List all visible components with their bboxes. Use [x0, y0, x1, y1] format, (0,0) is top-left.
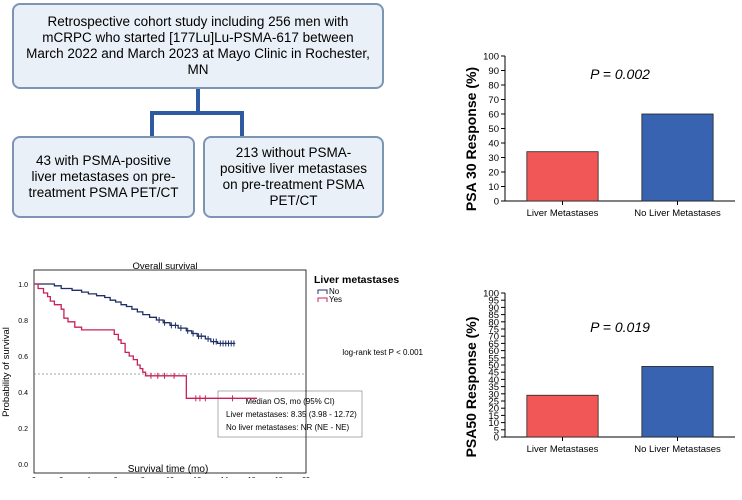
- psa30-y-tick-label: 60: [488, 110, 499, 121]
- psa30-y-tick-label: 20: [488, 168, 499, 179]
- km-x-tick-label: 10: [166, 477, 174, 478]
- psa50-y-tick-label: 0: [494, 433, 499, 444]
- psa50-bar-liver: [526, 394, 599, 438]
- psa30-p-value: P = 0.002: [590, 66, 650, 82]
- connector-stem: [196, 89, 200, 113]
- km-legend-label-yes: Yes: [329, 295, 342, 304]
- psa30-category-label: Liver Metastases: [527, 208, 599, 219]
- psa50-y-tick-label: 85: [488, 310, 499, 321]
- psa50-y-tick-label: 90: [488, 303, 499, 314]
- cohort-summary-text: Retrospective cohort study including 256…: [26, 14, 370, 77]
- km-x-tick-label: 12: [193, 477, 201, 478]
- psa50-y-tick-label: 10: [488, 418, 499, 429]
- psa50-y-tick-label: 60: [488, 346, 499, 357]
- psa50-y-tick-label: 40: [488, 375, 499, 386]
- no-liver-mets-group-box: 213 without PSMA-positive liver metastas…: [203, 136, 384, 218]
- km-x-tick-label: 0: [32, 477, 36, 478]
- km-x-axis-label: Survival time (mo): [128, 464, 209, 475]
- km-legend-title: Liver metastases: [314, 274, 399, 286]
- psa50-p-value: P = 0.019: [590, 319, 650, 335]
- km-x-tick-label: 16: [248, 477, 256, 478]
- km-legend-swatch-yes: [317, 297, 328, 302]
- psa50-y-tick-label: 80: [488, 317, 499, 328]
- psa30-y-tick-label: 10: [488, 182, 499, 193]
- psa30-y-tick-label: 40: [488, 139, 499, 150]
- psa50-y-tick-label: 65: [488, 339, 499, 350]
- psa50-bar-no-liver: [641, 366, 714, 438]
- psa50-y-tick-label: 5: [494, 425, 499, 436]
- km-curve-yes: [34, 283, 258, 399]
- km-x-tick-label: 8: [141, 477, 145, 478]
- psa30-bar-liver: [526, 151, 599, 202]
- psa50-y-tick-label: 95: [488, 296, 499, 307]
- km-x-tick-label: 14: [221, 477, 229, 478]
- km-y-axis-label: Probability of survival: [1, 327, 12, 417]
- km-plot-frame: [33, 269, 307, 474]
- psa30-y-axis-label: PSA 30 Response (%): [463, 67, 479, 211]
- psa50-bar-chart: PSA50 Response (%) 051015202530354045505…: [463, 289, 735, 458]
- psa50-y-tick-label: 55: [488, 353, 499, 364]
- liver-mets-group-text: 43 with PSMA-positive liver metastases o…: [28, 153, 179, 200]
- psa50-y-tick-label: 25: [488, 397, 499, 408]
- liver-mets-group-box: 43 with PSMA-positive liver metastases o…: [12, 136, 195, 218]
- connector-bar: [150, 111, 244, 115]
- psa30-category-label: No Liver Metastases: [634, 208, 721, 219]
- cohort-summary-box: Retrospective cohort study including 256…: [12, 3, 384, 89]
- km-logrank-label: log-rank test P < 0.001: [342, 348, 423, 357]
- km-y-tick-label: 0.2: [18, 426, 28, 433]
- psa30-y-tick-label: 0: [494, 197, 499, 208]
- psa50-y-tick-label: 20: [488, 404, 499, 415]
- psa30-y-tick-label: 80: [488, 81, 499, 92]
- km-y-tick-label: 0.8: [18, 318, 28, 325]
- psa50-y-tick-label: 35: [488, 382, 499, 393]
- km-y-tick-label: 0.4: [18, 390, 28, 397]
- km-x-tick-label: 2: [59, 477, 63, 478]
- psa50-y-tick-label: 50: [488, 361, 499, 372]
- psa50-category-label: No Liver Metastases: [634, 444, 721, 455]
- psa30-y-tick-label: 90: [488, 66, 499, 77]
- km-stats-line-1: Liver metastases: 8.35 (3.98 - 12.72): [226, 410, 357, 419]
- connector-left-drop: [150, 111, 154, 136]
- psa50-y-tick-label: 30: [488, 389, 499, 400]
- psa50-y-tick-label: 75: [488, 325, 499, 336]
- km-y-tick-label: 1.0: [18, 282, 28, 289]
- connector-right-drop: [240, 111, 244, 136]
- km-stats-line-2: No liver metastases: NR (NE - NE): [226, 423, 349, 432]
- psa50-y-axis-label: PSA50 Response (%): [463, 317, 479, 458]
- km-legend-label-no: No: [329, 287, 340, 296]
- psa50-y-tick-label: 70: [488, 332, 499, 343]
- km-y-tick-label: 0.0: [18, 462, 28, 469]
- km-x-tick-label: 6: [114, 477, 118, 478]
- km-x-tick-label: 20: [302, 477, 310, 478]
- psa30-y-tick-label: 100: [483, 52, 499, 63]
- no-liver-mets-group-text: 213 without PSMA-positive liver metastas…: [219, 145, 368, 208]
- psa50-y-tick-label: 100: [483, 289, 499, 300]
- psa30-y-tick-label: 50: [488, 124, 499, 135]
- km-stats-line-0: Median OS, mo (95% CI): [245, 397, 335, 406]
- psa50-y-tick-label: 15: [488, 411, 499, 422]
- psa30-y-tick-label: 70: [488, 95, 499, 106]
- km-curve-no: [34, 283, 236, 345]
- psa50-y-tick-label: 45: [488, 368, 499, 379]
- psa30-y-tick-label: 30: [488, 153, 499, 164]
- km-title: Overall survival: [133, 261, 198, 272]
- km-x-tick-label: 18: [275, 477, 283, 478]
- km-legend-swatch-no: [317, 289, 328, 294]
- psa30-bar-chart: PSA 30 Response (%) 0 10 20 30 40 50 60 70 80 90 1…: [463, 52, 735, 219]
- km-x-tick-label: 4: [86, 477, 90, 478]
- overall-survival-km-chart: Overall survival Probability of survival…: [1, 261, 424, 478]
- psa50-category-label: Liver Metastases: [527, 444, 599, 455]
- km-logrank-text: log-rank test P < 0.001: [342, 348, 423, 357]
- km-y-tick-label: 0.6: [18, 354, 28, 361]
- psa30-bar-no-liver: [641, 113, 714, 202]
